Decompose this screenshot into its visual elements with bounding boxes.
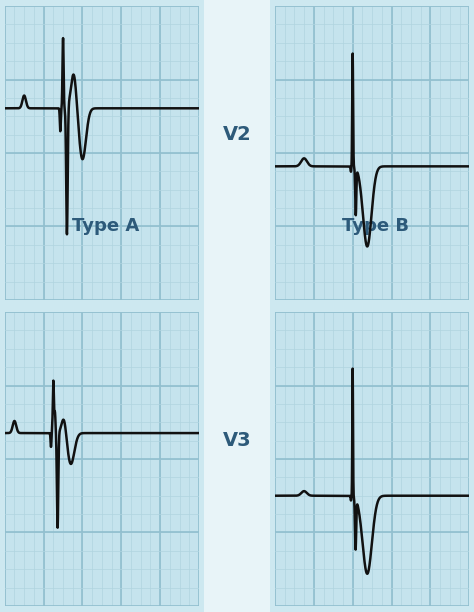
Text: V2: V2: [223, 125, 251, 144]
Text: Type A: Type A: [72, 217, 139, 236]
Text: Type B: Type B: [343, 217, 410, 236]
Text: V3: V3: [223, 431, 251, 450]
